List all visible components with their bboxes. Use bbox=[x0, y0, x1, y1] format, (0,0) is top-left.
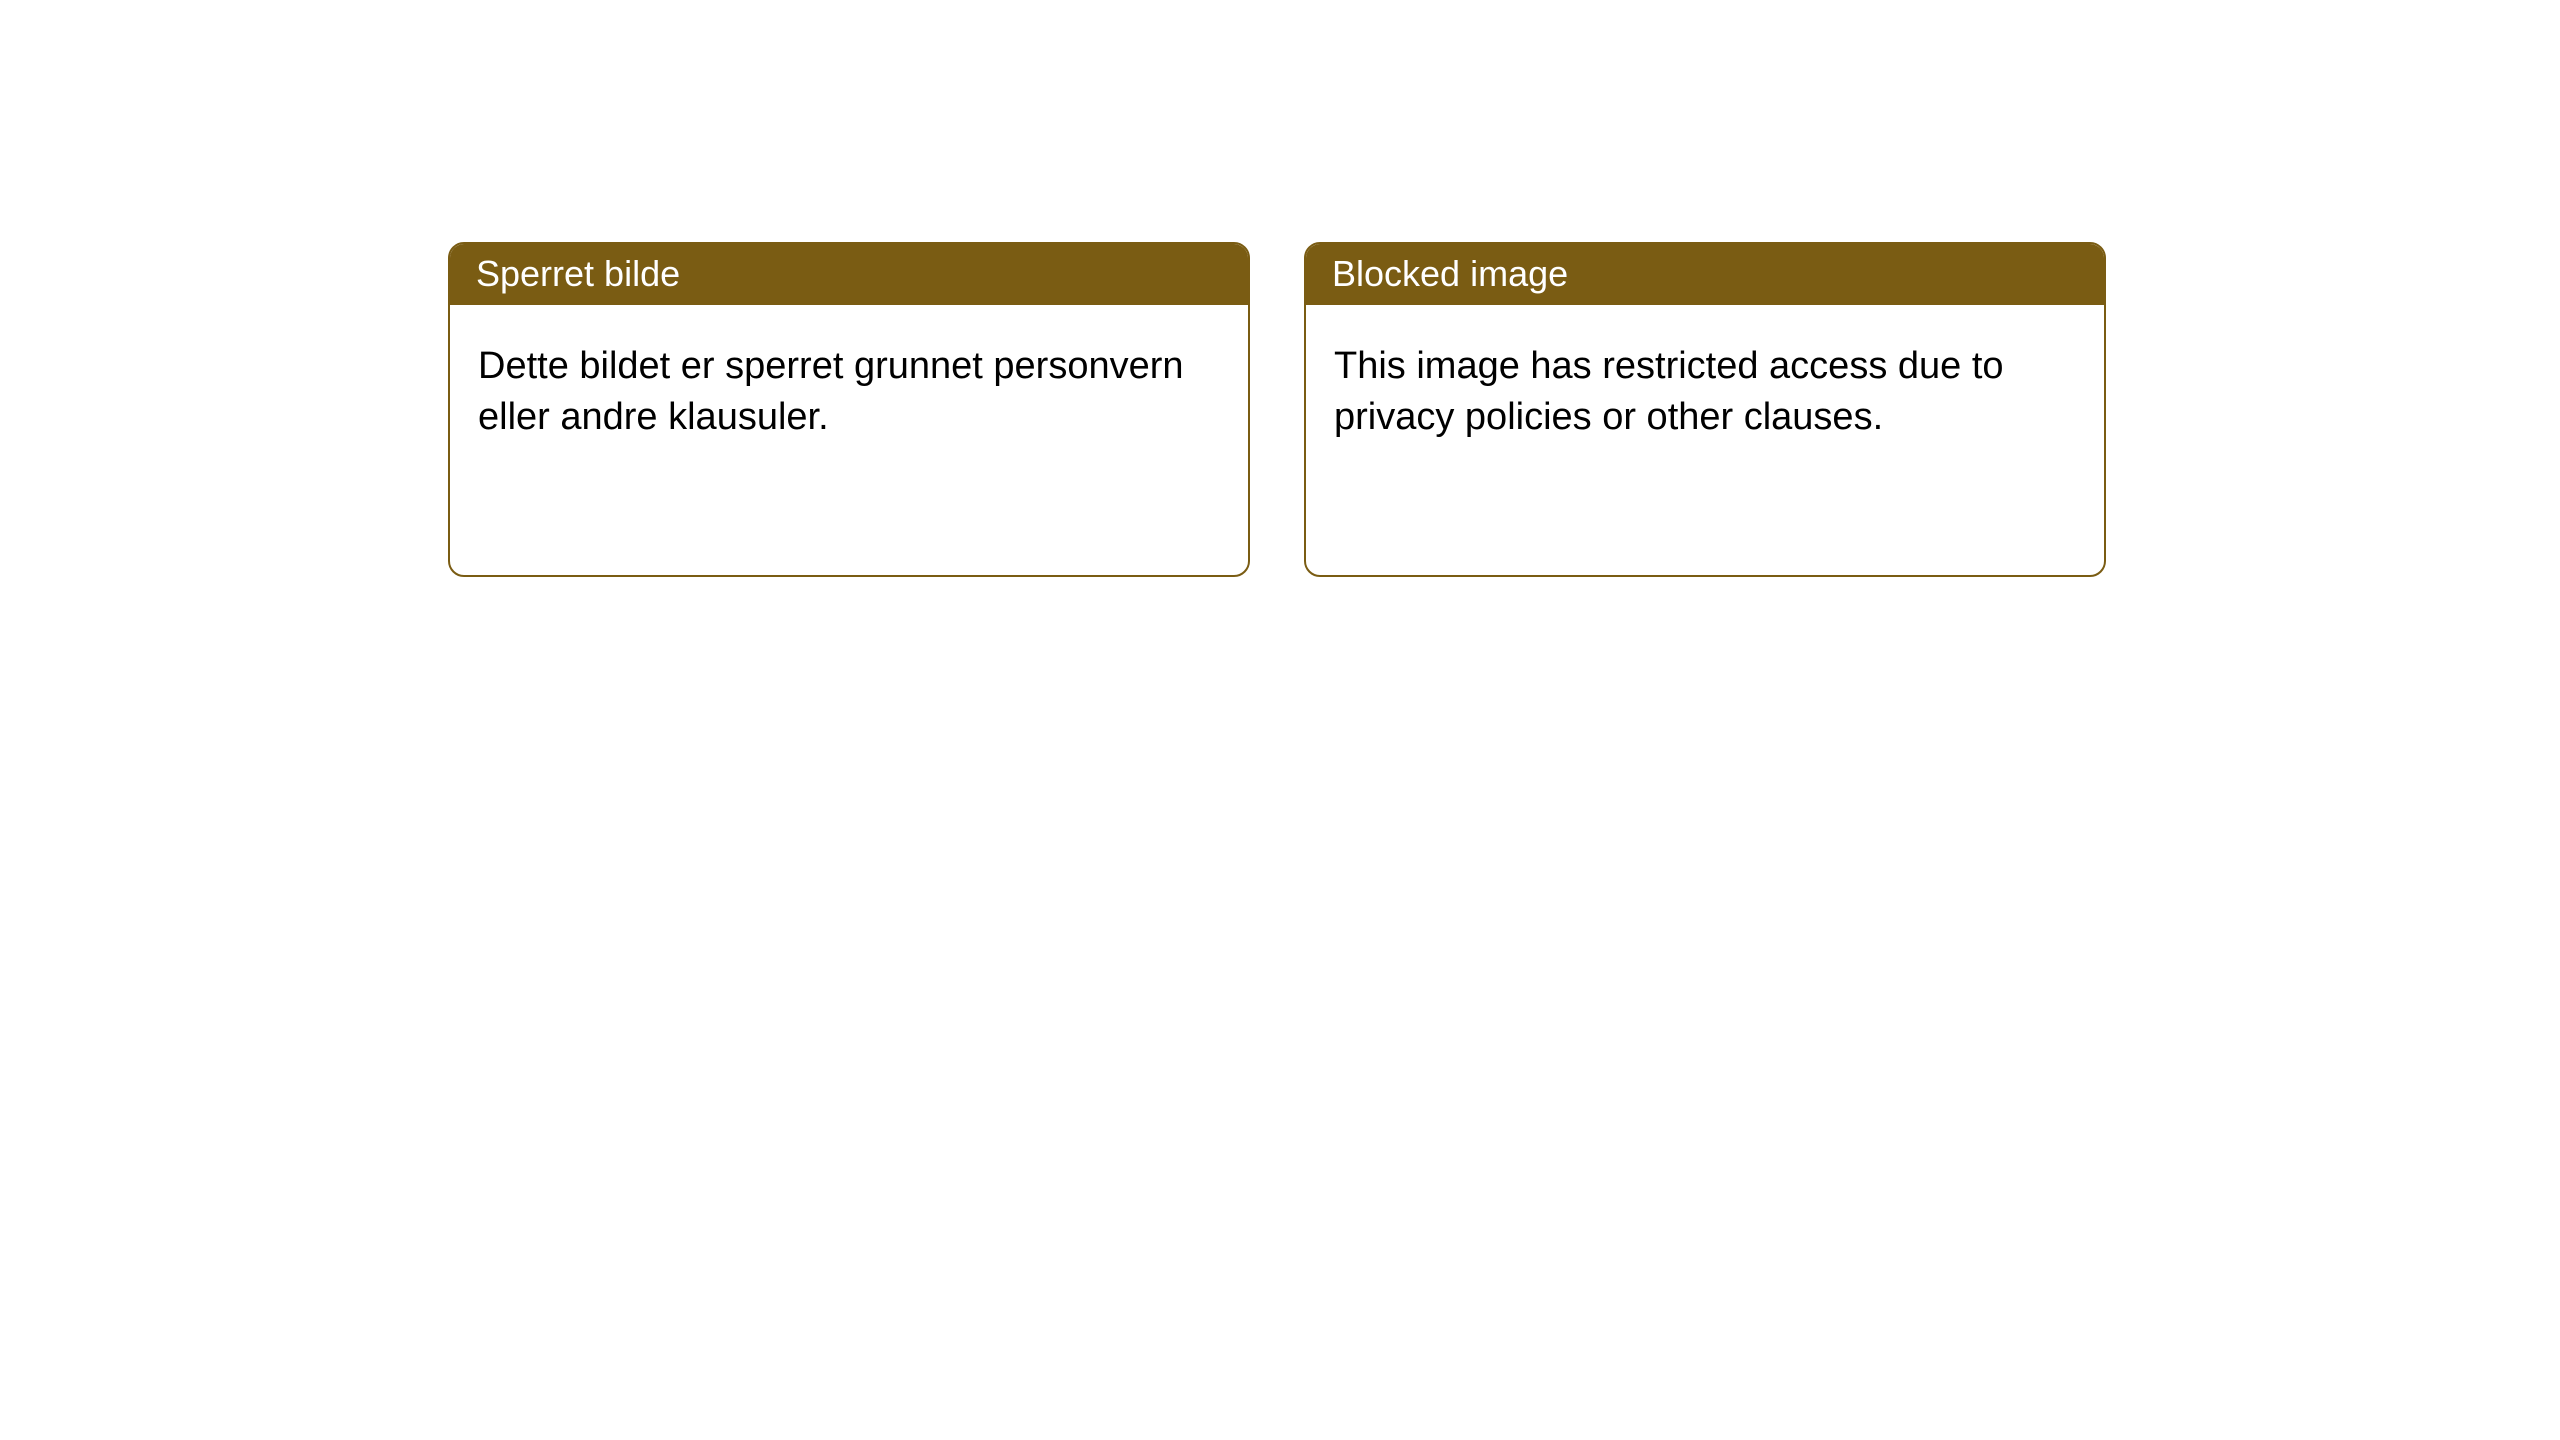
notice-header: Blocked image bbox=[1306, 244, 2104, 305]
notice-body: This image has restricted access due to … bbox=[1306, 305, 2104, 472]
notice-body: Dette bildet er sperret grunnet personve… bbox=[450, 305, 1248, 472]
notice-card-norwegian: Sperret bilde Dette bildet er sperret gr… bbox=[448, 242, 1250, 577]
notice-header: Sperret bilde bbox=[450, 244, 1248, 305]
notice-container: Sperret bilde Dette bildet er sperret gr… bbox=[0, 0, 2560, 577]
notice-card-english: Blocked image This image has restricted … bbox=[1304, 242, 2106, 577]
